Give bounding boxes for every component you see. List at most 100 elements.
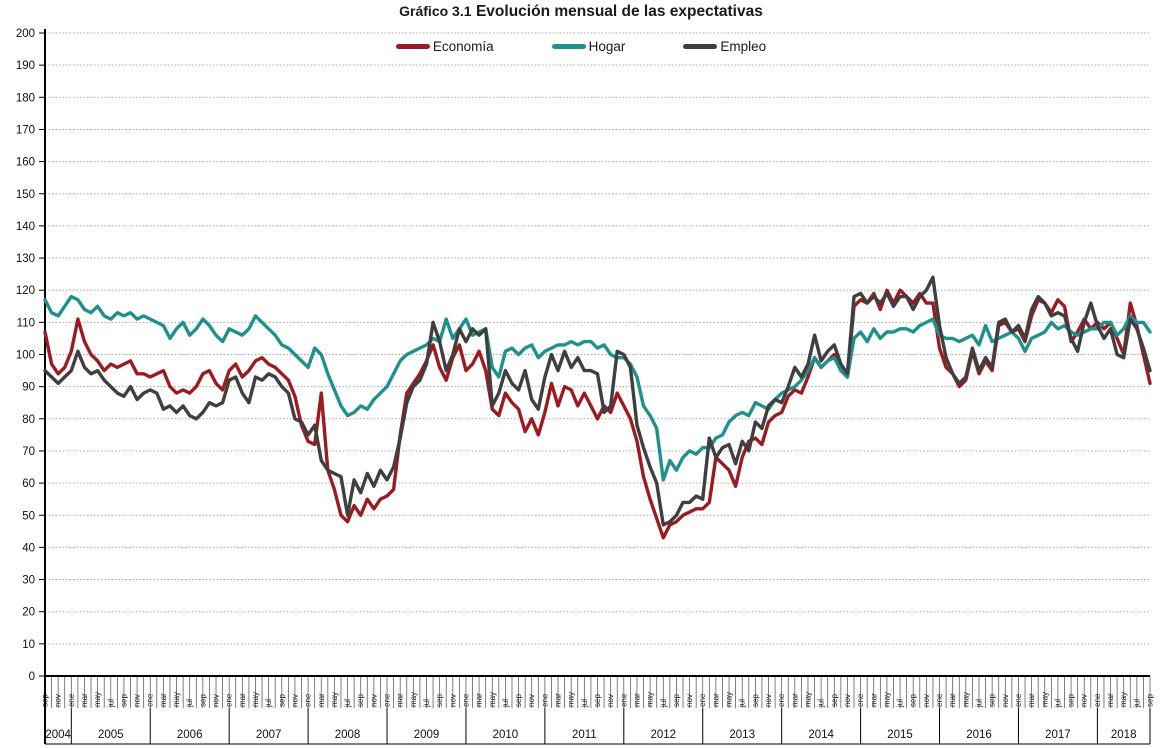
month-tick-label: jul xyxy=(501,699,510,708)
month-tick-label: may xyxy=(882,692,891,707)
month-tick-label: may xyxy=(488,692,497,707)
month-tick-label: mar xyxy=(238,693,247,707)
month-tick-label: may xyxy=(567,692,576,707)
month-tick-label: nov xyxy=(212,694,221,707)
month-tick-label: nov xyxy=(369,694,378,707)
month-tick-label: jul xyxy=(896,699,905,708)
month-tick-label: sep xyxy=(988,694,997,707)
month-tick-label: ene xyxy=(540,693,549,707)
month-tick-label: nov xyxy=(1080,694,1089,707)
year-label: 2008 xyxy=(335,729,361,741)
y-tick-label: 30 xyxy=(22,575,35,587)
month-tick-label: nov xyxy=(764,694,773,707)
month-tick-label: nov xyxy=(843,694,852,707)
y-tick-label: 180 xyxy=(16,92,35,104)
month-tick-label: ene xyxy=(856,693,865,707)
year-label: 2007 xyxy=(256,729,282,741)
legend-label-empleo: Empleo xyxy=(720,39,767,54)
month-tick-label: jul xyxy=(264,699,273,708)
month-tick-label: sep xyxy=(119,694,128,707)
y-tick-label: 20 xyxy=(22,607,35,619)
y-tick-label: 60 xyxy=(22,478,35,490)
y-tick-label: 70 xyxy=(22,446,35,458)
month-tick-label: may xyxy=(646,692,655,707)
month-tick-label: jul xyxy=(106,699,115,708)
y-tick-label: 40 xyxy=(22,542,35,554)
month-tick-label: jul xyxy=(422,699,431,708)
month-tick-label: nov xyxy=(133,694,142,707)
month-tick-label: sep xyxy=(435,694,444,707)
month-tick-label: sep xyxy=(1067,694,1076,707)
y-tick-label: 100 xyxy=(16,350,35,362)
month-tick-label: may xyxy=(409,692,418,707)
month-tick-label: nov xyxy=(290,694,299,707)
year-label: 2016 xyxy=(966,729,992,741)
month-tick-label: sep xyxy=(356,694,365,707)
month-tick-label: sep xyxy=(277,694,286,707)
year-label: 2017 xyxy=(1045,729,1071,741)
year-label: 2005 xyxy=(98,729,124,741)
economia-line-swatch xyxy=(395,44,430,49)
year-label: 2013 xyxy=(729,729,755,741)
year-label: 2010 xyxy=(493,729,519,741)
chart-title: Gráfico 3.1 Evolución mensual de las exp… xyxy=(0,3,1162,21)
hogar-line-swatch xyxy=(551,44,586,49)
legend: Economía Hogar Empleo xyxy=(0,39,1162,54)
month-tick-label: ene xyxy=(1093,693,1102,707)
y-tick-label: 10 xyxy=(22,639,35,651)
month-tick-label: ene xyxy=(935,693,944,707)
year-label: 2015 xyxy=(887,729,913,741)
month-tick-label: nov xyxy=(1001,694,1010,707)
month-tick-label: mar xyxy=(632,693,641,707)
year-label: 2014 xyxy=(808,729,834,741)
month-tick-label: sep xyxy=(593,694,602,707)
month-tick-label: ene xyxy=(461,693,470,707)
legend-label-hogar: Hogar xyxy=(588,39,626,54)
month-tick-label: mar xyxy=(869,693,878,707)
month-tick-label: jul xyxy=(738,699,747,708)
month-tick-label: sep xyxy=(198,694,207,707)
month-tick-label: ene xyxy=(777,693,786,707)
month-tick-label: sep xyxy=(514,694,523,707)
series-line-hogar xyxy=(43,294,1152,482)
month-tick-label: mar xyxy=(711,693,720,707)
month-tick-label: nov xyxy=(448,694,457,707)
month-tick-label: jul xyxy=(580,699,589,708)
year-label: 2009 xyxy=(414,729,440,741)
month-tick-label: may xyxy=(251,692,260,707)
month-tick-label: nov xyxy=(606,694,615,707)
month-tick-label: may xyxy=(93,692,102,707)
month-tick-label: may xyxy=(330,692,339,707)
month-tick-label: nov xyxy=(685,694,694,707)
month-tick-label: jul xyxy=(659,699,668,708)
month-tick-label: mar xyxy=(554,693,563,707)
month-tick-label: may xyxy=(803,692,812,707)
month-tick-label: may xyxy=(172,692,181,707)
month-tick-label: sep xyxy=(751,694,760,707)
month-tick-label: jul xyxy=(974,699,983,708)
y-tick-label: 80 xyxy=(22,414,35,426)
year-label: 2011 xyxy=(572,729,597,741)
month-tick-label: jul xyxy=(185,699,194,708)
month-tick-label: ene xyxy=(146,693,155,707)
y-tick-label: 140 xyxy=(16,221,35,233)
month-tick-label: mar xyxy=(317,693,326,707)
chart-title-prefix: Gráfico 3.1 xyxy=(399,3,472,19)
year-label: 2004 xyxy=(45,729,71,741)
series-line-empleo xyxy=(43,275,1152,527)
month-tick-label: ene xyxy=(1014,693,1023,707)
series-line-economia xyxy=(43,288,1152,540)
y-tick-label: 110 xyxy=(17,317,35,329)
month-tick-label: mar xyxy=(948,693,957,707)
y-tick-label: 50 xyxy=(22,510,35,522)
legend-item-economia: Economía xyxy=(395,39,494,54)
month-tick-label: may xyxy=(1040,692,1049,707)
y-tick-label: 200 xyxy=(16,28,35,40)
month-tick-label: nov xyxy=(922,694,931,707)
month-tick-label: sep xyxy=(830,694,839,707)
month-tick-label: may xyxy=(1119,692,1128,707)
y-tick-label: 150 xyxy=(16,189,35,201)
month-tick-label: sep xyxy=(1146,694,1155,707)
